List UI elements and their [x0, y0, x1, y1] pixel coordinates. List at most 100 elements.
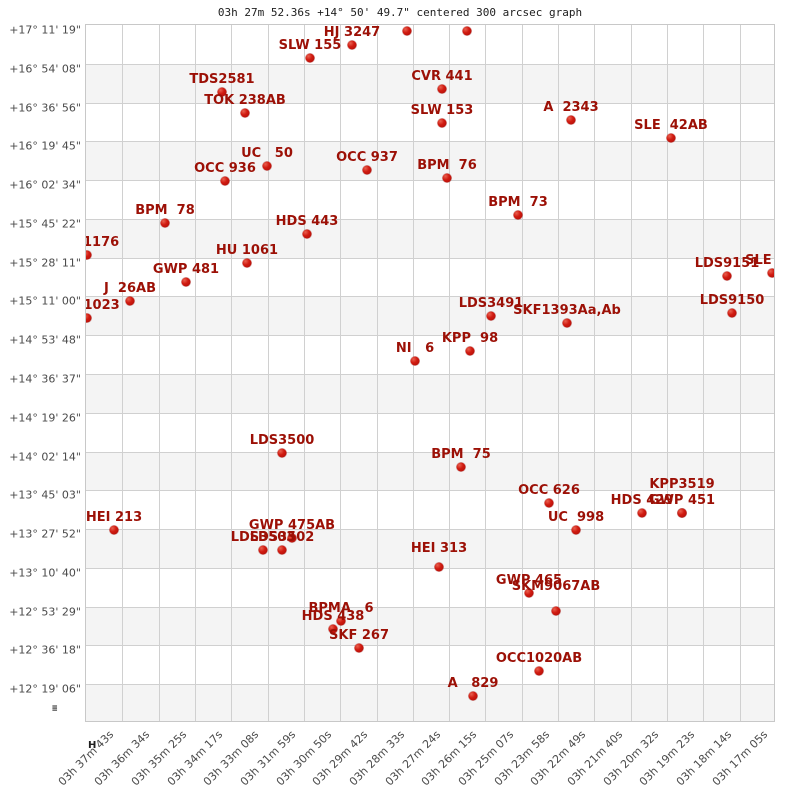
gridline-vertical [630, 25, 632, 721]
gridline-vertical [122, 25, 124, 721]
data-point-marker[interactable] [677, 508, 687, 518]
gridline-vertical [485, 25, 487, 721]
data-point-label: CVR 441 [411, 69, 473, 84]
data-point-label: DOO 29 [377, 24, 437, 25]
data-point-marker[interactable] [242, 258, 252, 268]
data-point-marker[interactable] [562, 318, 572, 328]
data-point-marker[interactable] [240, 108, 250, 118]
data-point-marker[interactable] [442, 173, 452, 183]
gridline-vertical [303, 25, 305, 721]
gridline-horizontal [86, 218, 774, 220]
data-point-label: SKF 267 [329, 628, 389, 643]
data-point-label: OCC 937 [336, 150, 398, 165]
data-point-marker[interactable] [217, 87, 227, 97]
data-point-marker[interactable] [727, 308, 737, 318]
grid-band [86, 296, 774, 336]
data-point-label: BPMA 6 [308, 601, 374, 616]
data-point-label: BPM 75 [431, 447, 491, 462]
data-point-marker[interactable] [125, 296, 135, 306]
data-point-marker[interactable] [462, 26, 472, 36]
data-point-label: LDS9150 [699, 293, 765, 308]
data-point-marker[interactable] [305, 53, 315, 63]
gridline-horizontal [86, 180, 774, 182]
gridline-vertical [703, 25, 705, 721]
gridline-vertical [558, 25, 560, 721]
y-axis: +17° 11' 19" +16° 54' 08" +16° 36' 56" +16°… [0, 24, 85, 722]
gridline-vertical [667, 25, 669, 721]
data-point-marker[interactable] [220, 176, 230, 186]
gridline-vertical [376, 25, 378, 721]
data-point-label: HDS 443 [275, 214, 339, 229]
y-axis-tick-label: +12° 36' 18" [9, 643, 81, 657]
data-point-marker[interactable] [402, 26, 412, 36]
y-axis-tick-label: +17° 11' 19" [9, 23, 81, 37]
data-point-label: GWP 481 [152, 262, 220, 277]
data-point-label: OCC 936 [194, 161, 256, 176]
data-point-marker[interactable] [571, 525, 581, 535]
gridline-vertical [267, 25, 269, 721]
data-point-marker[interactable] [328, 624, 338, 634]
data-point-marker[interactable] [181, 277, 191, 287]
gridline-vertical [521, 25, 523, 721]
data-point-marker[interactable] [544, 498, 554, 508]
data-point-marker[interactable] [666, 133, 676, 143]
data-point-label: SLE 38 [745, 253, 772, 268]
data-point-marker[interactable] [551, 606, 561, 616]
grid-band [86, 684, 774, 721]
data-point-marker[interactable] [534, 666, 544, 676]
data-point-label: HEI 313 [410, 541, 468, 556]
data-point-marker[interactable] [262, 161, 272, 171]
data-point-marker[interactable] [513, 210, 523, 220]
gridline-vertical [194, 25, 196, 721]
x-axis-glyph: H [88, 740, 97, 751]
data-point-marker[interactable] [465, 346, 475, 356]
data-point-marker[interactable] [637, 508, 647, 518]
y-axis-tick-label: +12° 53' 29" [9, 605, 81, 619]
data-point-marker[interactable] [722, 271, 732, 281]
data-point-marker[interactable] [362, 165, 372, 175]
data-point-marker[interactable] [109, 525, 119, 535]
data-point-marker[interactable] [410, 356, 420, 366]
data-point-label: BPM 78 [135, 203, 195, 218]
data-point-marker[interactable] [767, 268, 774, 278]
gridline-vertical [231, 25, 233, 721]
data-point-label: HJ 3247 [323, 25, 381, 40]
data-point-label: NI 6 [395, 341, 435, 356]
data-point-label: UC 998 [547, 510, 605, 525]
data-point-marker[interactable] [258, 545, 268, 555]
y-axis-tick-label: +15° 45' 22" [9, 217, 81, 231]
data-point-marker[interactable] [468, 691, 478, 701]
data-point-marker[interactable] [437, 118, 447, 128]
gridline-horizontal [86, 257, 774, 259]
gridline-horizontal [86, 296, 774, 298]
data-point-label: HEI 213 [85, 510, 143, 525]
data-point-label: HDS 429 [610, 493, 674, 508]
data-point-label: KPP3519 [649, 477, 715, 492]
data-point-marker[interactable] [434, 562, 444, 572]
y-axis-tick-label: +15° 28' 11" [9, 256, 81, 270]
data-point-marker[interactable] [354, 643, 364, 653]
data-point-marker[interactable] [160, 218, 170, 228]
data-point-marker[interactable] [302, 229, 312, 239]
y-axis-tick-label: +16° 02' 34" [9, 178, 81, 192]
data-point-label: BPM 76 [417, 158, 477, 173]
data-point-marker[interactable] [524, 588, 534, 598]
data-point-marker[interactable] [287, 533, 297, 543]
data-point-marker[interactable] [437, 84, 447, 94]
data-point-label: SKM9067AB [511, 579, 601, 594]
y-axis-tick-label: +14° 36' 37" [9, 372, 81, 386]
data-point-marker[interactable] [456, 462, 466, 472]
data-point-marker[interactable] [86, 313, 92, 323]
data-point-marker[interactable] [277, 545, 287, 555]
data-point-marker[interactable] [566, 115, 576, 125]
gridline-vertical [412, 25, 414, 721]
gridline-vertical [449, 25, 451, 721]
gridline-horizontal [86, 684, 774, 686]
data-point-marker[interactable] [347, 40, 357, 50]
data-point-marker[interactable] [336, 616, 346, 626]
data-point-label: GWP 451 [648, 493, 716, 508]
data-point-marker[interactable] [277, 448, 287, 458]
data-point-marker[interactable] [486, 311, 496, 321]
data-point-marker[interactable] [86, 250, 92, 260]
